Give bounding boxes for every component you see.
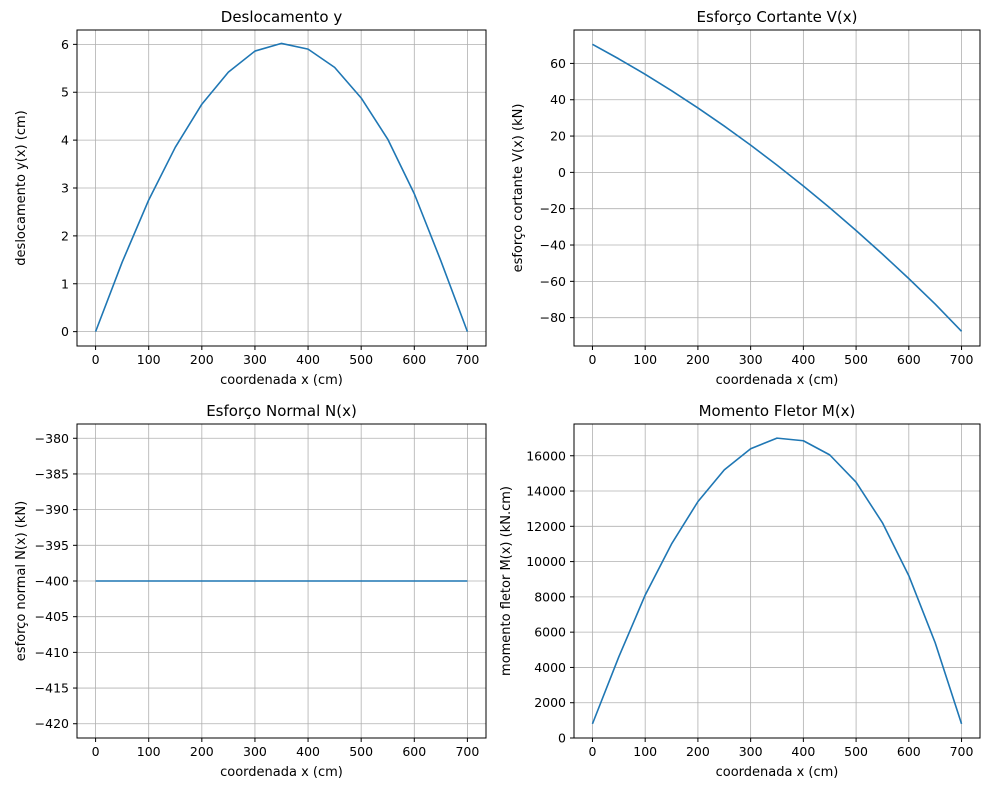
x-axis-label: coordenada x (cm) <box>716 765 839 780</box>
x-tick-label: 0 <box>588 744 596 759</box>
chart-title: Momento Fletor M(x) <box>699 402 856 420</box>
x-tick-label: 300 <box>243 352 267 367</box>
y-tick-label: −415 <box>35 681 69 696</box>
subplot-2: 0 100 200 300 400 500 600 7006040200−20−40−60−8… <box>511 8 981 388</box>
chart-title: Deslocamento y <box>221 8 343 26</box>
y-tick-label: 0 <box>61 324 69 339</box>
x-tick-label: 600 <box>402 744 426 759</box>
series-line <box>592 43 963 332</box>
y-tick-label: −395 <box>35 538 69 553</box>
y-tick-label: 12000 <box>526 519 566 534</box>
y-tick-label: 6 <box>61 37 69 52</box>
y-tick-label: −400 <box>35 574 69 589</box>
y-tick-label: 0 <box>558 731 566 746</box>
x-tick-label: 700 <box>950 352 974 367</box>
x-axis-label: coordenada x (cm) <box>220 765 343 780</box>
x-tick-label: 100 <box>137 352 161 367</box>
y-tick-label: 6000 <box>534 625 566 640</box>
x-tick-label: 500 <box>349 352 373 367</box>
y-tick-label: −405 <box>35 609 69 624</box>
x-tick-label: 400 <box>296 352 320 367</box>
y-tick-label: 2000 <box>534 695 566 710</box>
series-line <box>591 437 963 725</box>
x-tick-label: 500 <box>349 744 373 759</box>
x-tick-label: 0 <box>92 352 100 367</box>
y-tick-label: 0 <box>558 165 566 180</box>
y-tick-label: 8000 <box>534 589 566 604</box>
x-tick-label: 500 <box>844 744 868 759</box>
x-tick-label: 400 <box>791 352 815 367</box>
y-tick-label: 5 <box>61 85 69 100</box>
y-tick-label: 3 <box>61 181 69 196</box>
x-tick-label: 400 <box>791 744 815 759</box>
y-tick-label: −420 <box>35 716 69 731</box>
y-tick-label: −385 <box>35 466 69 481</box>
x-tick-label: 700 <box>455 352 479 367</box>
y-tick-label: 2 <box>61 228 69 243</box>
y-tick-label: 20 <box>550 129 566 144</box>
x-tick-label: 700 <box>950 744 974 759</box>
y-tick-label: −390 <box>35 502 69 517</box>
subplot-4: 0 100 200 300 400 500 600 700 0 2000 4000 6000 8000 1… <box>499 402 981 780</box>
x-tick-label: 0 <box>92 744 100 759</box>
x-tick-label: 200 <box>686 744 710 759</box>
y-tick-label: 60 <box>550 56 566 71</box>
y-axis-label: esforço normal N(x) (kN) <box>14 501 29 661</box>
y-tick-label: −80 <box>540 310 566 325</box>
x-tick-label: 400 <box>296 744 320 759</box>
y-tick-label: −380 <box>35 431 69 446</box>
axes-frame <box>573 29 981 347</box>
y-tick-label: −40 <box>540 238 566 253</box>
chart-title: Esforço Normal N(x) <box>206 402 357 420</box>
y-tick-label: −20 <box>540 201 566 216</box>
x-tick-label: 100 <box>633 352 657 367</box>
x-tick-label: 600 <box>897 744 921 759</box>
x-tick-label: 300 <box>739 744 763 759</box>
x-axis-label: coordenada x (cm) <box>716 373 839 388</box>
x-axis-label: coordenada x (cm) <box>220 373 343 388</box>
x-tick-label: 300 <box>739 352 763 367</box>
y-tick-label: 14000 <box>526 484 566 499</box>
y-tick-label: 4 <box>61 133 69 148</box>
y-tick-label: 1 <box>61 276 69 291</box>
x-tick-label: 100 <box>137 744 161 759</box>
x-tick-label: 600 <box>402 352 426 367</box>
axes-frame <box>573 423 981 739</box>
subplot-1: 0 100 200 300 400 500 600 700 0 1 2 3 4 5 6 Deslocament… <box>14 8 487 388</box>
y-tick-label: −410 <box>35 645 69 660</box>
x-tick-label: 600 <box>897 352 921 367</box>
series-line <box>94 42 469 332</box>
y-axis-label: esforço cortante V(x) (kN) <box>511 104 526 273</box>
subplot-3: 0 100 200 300 400 500 600 700 −380 −385 −390 −395 −4… <box>14 402 487 780</box>
y-axis-label: deslocamento y(x) (cm) <box>14 110 29 265</box>
y-tick-label: 40 <box>550 92 566 107</box>
x-tick-label: 300 <box>243 744 267 759</box>
chart-title: Esforço Cortante V(x) <box>697 8 858 26</box>
y-tick-label: 10000 <box>526 554 566 569</box>
x-tick-label: 200 <box>190 352 214 367</box>
y-axis-label: momento fletor M(x) (kN.cm) <box>499 486 514 676</box>
x-tick-label: 500 <box>844 352 868 367</box>
x-tick-label: 100 <box>633 744 657 759</box>
x-tick-label: 200 <box>686 352 710 367</box>
x-tick-label: 0 <box>588 352 596 367</box>
x-tick-label: 700 <box>455 744 479 759</box>
y-tick-label: −60 <box>540 274 566 289</box>
x-tick-label: 200 <box>190 744 214 759</box>
y-tick-label: 4000 <box>534 660 566 675</box>
y-tick-label: 16000 <box>526 448 566 463</box>
